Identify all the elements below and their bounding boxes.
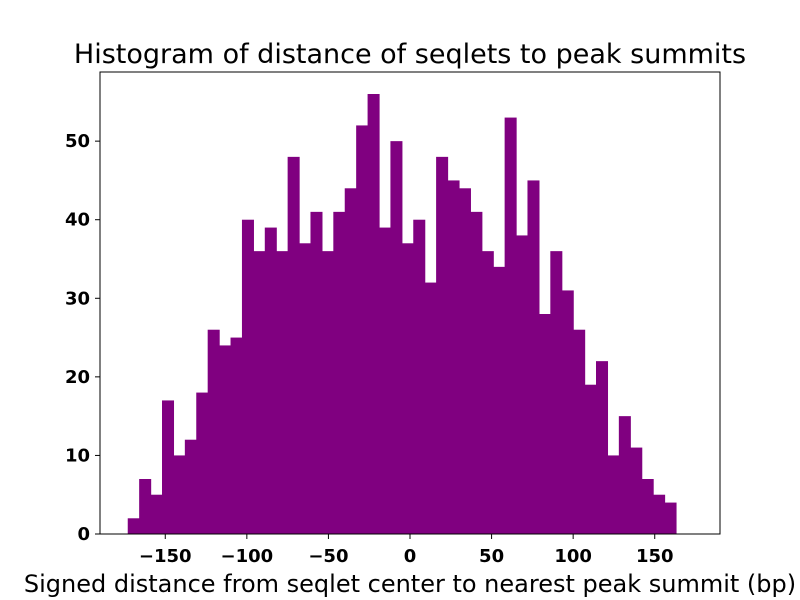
histogram-bar	[299, 243, 312, 535]
histogram-bar	[596, 361, 609, 534]
histogram-bar	[538, 314, 551, 534]
y-tick-label: 0	[77, 524, 90, 545]
histogram-bar	[356, 125, 369, 535]
histogram-bar	[424, 282, 437, 534]
histogram-bar	[630, 447, 643, 534]
histogram-bar	[641, 479, 654, 534]
histogram-bar	[276, 251, 289, 534]
y-tick-label: 30	[65, 288, 90, 309]
y-tick-label: 50	[65, 131, 90, 152]
histogram-bar	[162, 400, 175, 534]
histogram-bar	[207, 329, 220, 534]
histogram-bar	[413, 219, 426, 534]
histogram-bar	[379, 227, 392, 534]
histogram-bar	[470, 211, 483, 535]
y-tick-label: 10	[65, 445, 90, 466]
histogram-bar	[493, 266, 506, 534]
histogram-bar	[184, 439, 197, 534]
histogram-bar	[618, 416, 631, 534]
x-axis-ticks: −150 −100 −50 0 50 100 150	[139, 534, 674, 567]
histogram-bar	[264, 227, 277, 534]
histogram-bar	[230, 337, 243, 534]
histogram-bar	[516, 235, 529, 534]
histogram-bar	[664, 502, 677, 534]
histogram-bar	[390, 141, 403, 534]
y-axis-ticks: 0 10 20 30 40 50	[65, 131, 100, 545]
histogram-bar	[481, 251, 494, 534]
histogram-bar	[653, 494, 666, 534]
histogram-bar	[561, 290, 574, 534]
histogram-bar	[447, 180, 460, 534]
histogram-bar	[321, 251, 334, 534]
x-tick-label: 0	[404, 546, 417, 567]
y-tick-label: 20	[65, 367, 90, 388]
histogram-bar	[219, 345, 232, 534]
histogram-bar	[573, 329, 586, 534]
x-tick-label: −50	[308, 546, 348, 567]
histogram-bar	[173, 455, 186, 534]
histogram-bar	[458, 188, 471, 535]
histogram-bars	[127, 94, 677, 535]
histogram-bar	[139, 479, 152, 534]
histogram-bar	[367, 94, 380, 534]
chart-title: Histogram of distance of seqlets to peak…	[74, 39, 746, 70]
x-axis-label: Signed distance from seqlet center to ne…	[24, 570, 796, 598]
histogram-bar	[550, 251, 563, 534]
histogram-bar	[333, 211, 346, 535]
histogram-bar	[241, 219, 254, 534]
histogram-bar	[196, 392, 209, 534]
histogram-bar	[150, 494, 163, 534]
histogram-bar	[504, 117, 517, 534]
histogram-bar	[253, 251, 266, 534]
x-tick-label: −150	[139, 546, 192, 567]
histogram-bar	[436, 156, 449, 535]
histogram-bar	[310, 211, 323, 535]
y-tick-label: 40	[65, 210, 90, 231]
histogram-bar	[607, 455, 620, 534]
histogram-bar	[401, 243, 414, 535]
histogram-bar	[344, 188, 357, 535]
x-tick-label: −100	[221, 546, 274, 567]
x-tick-label: 100	[554, 546, 592, 567]
x-tick-label: 150	[636, 546, 674, 567]
histogram-bar	[584, 384, 597, 534]
x-tick-label: 50	[479, 546, 504, 567]
histogram-bar	[287, 156, 300, 535]
histogram-bar	[127, 518, 140, 534]
histogram-bar	[527, 180, 540, 534]
